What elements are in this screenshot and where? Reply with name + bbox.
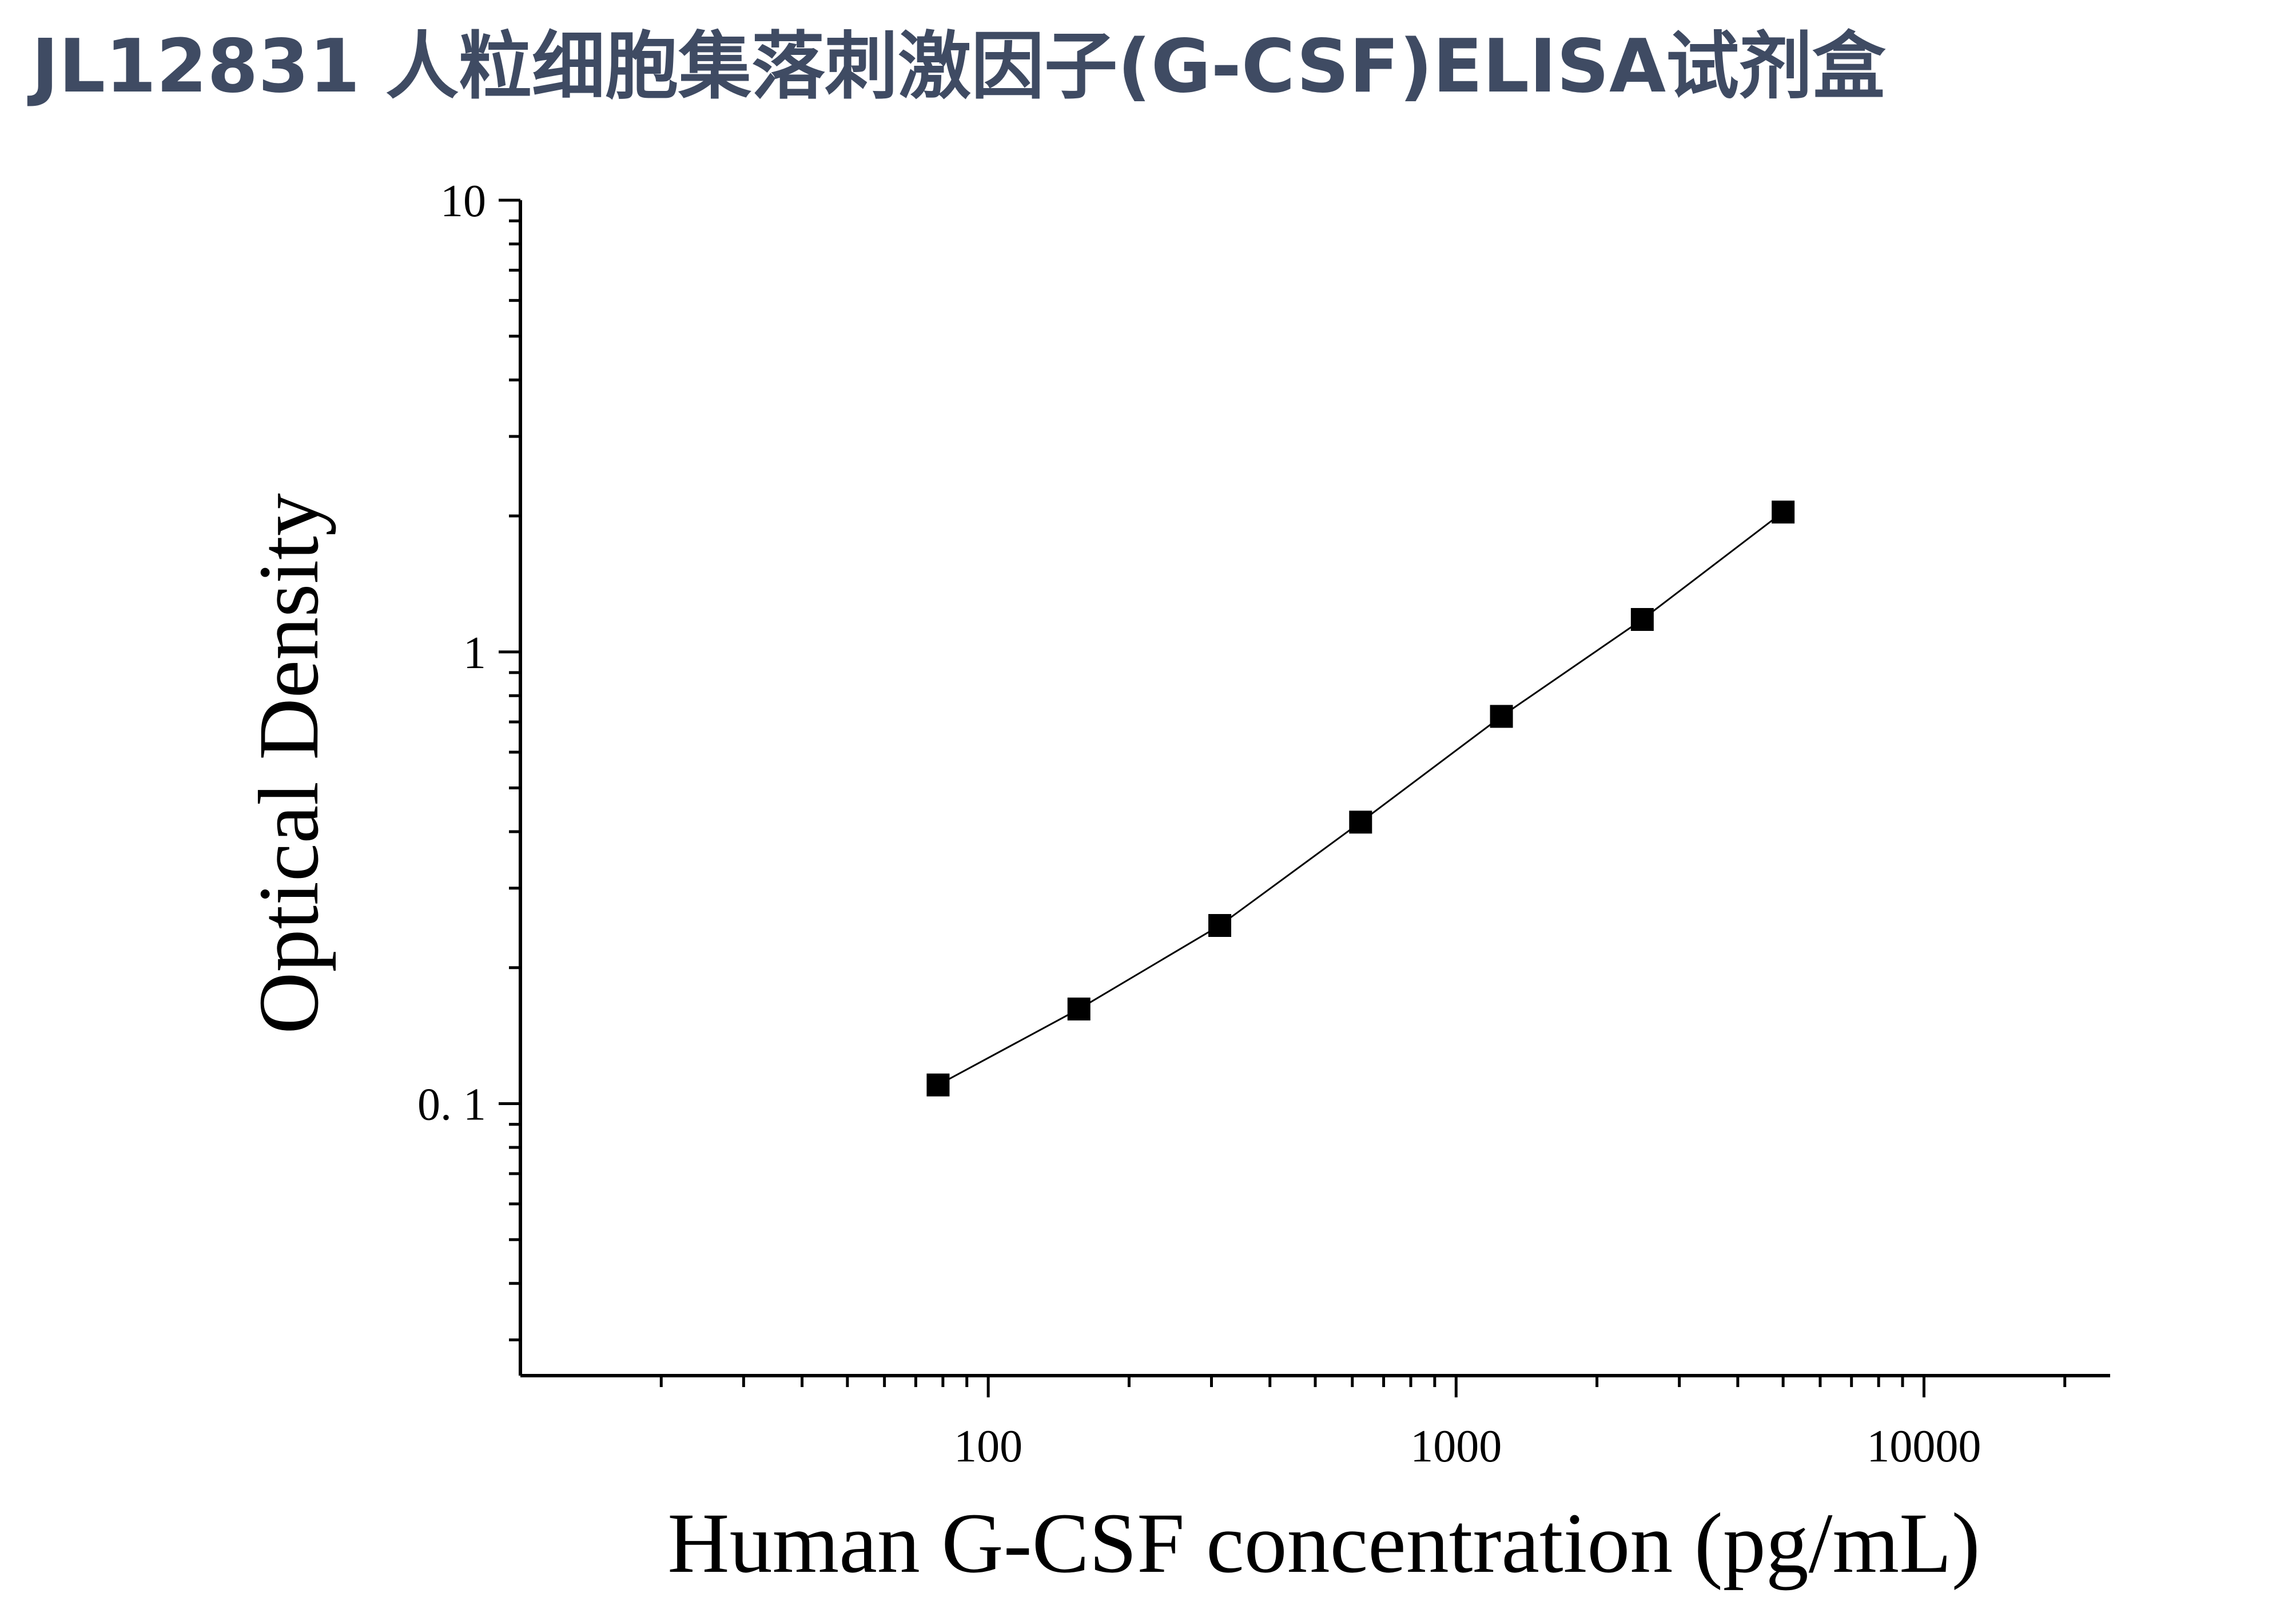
series-layer: [926, 500, 1795, 1097]
y-axis-label: Optical Density: [241, 493, 336, 1034]
x-tick-label: 10000: [1867, 1421, 1981, 1472]
data-point: [1772, 500, 1795, 524]
x-axis-label: Human G-CSF concentration (pg/mL): [667, 1496, 1980, 1591]
data-point: [1349, 811, 1372, 834]
data-point: [926, 1073, 950, 1097]
y-tick-label: 1: [463, 628, 486, 678]
x-tick-label: 100: [954, 1421, 1022, 1472]
page-title: JL12831 人粒细胞集落刺激因子(G-CSF)ELISA试剂盒: [31, 24, 1886, 109]
axes: 100 1000 10000 10 1 0. 1: [417, 176, 2110, 1472]
y-tick-label: 10: [440, 176, 486, 227]
x-tick-label: 1000: [1410, 1421, 1502, 1472]
data-point: [1490, 705, 1513, 728]
series-line: [937, 511, 1784, 1086]
data-point: [1630, 607, 1654, 631]
data-point: [1067, 998, 1091, 1021]
y-tick-label: 0. 1: [417, 1080, 486, 1130]
data-point: [1208, 913, 1232, 937]
